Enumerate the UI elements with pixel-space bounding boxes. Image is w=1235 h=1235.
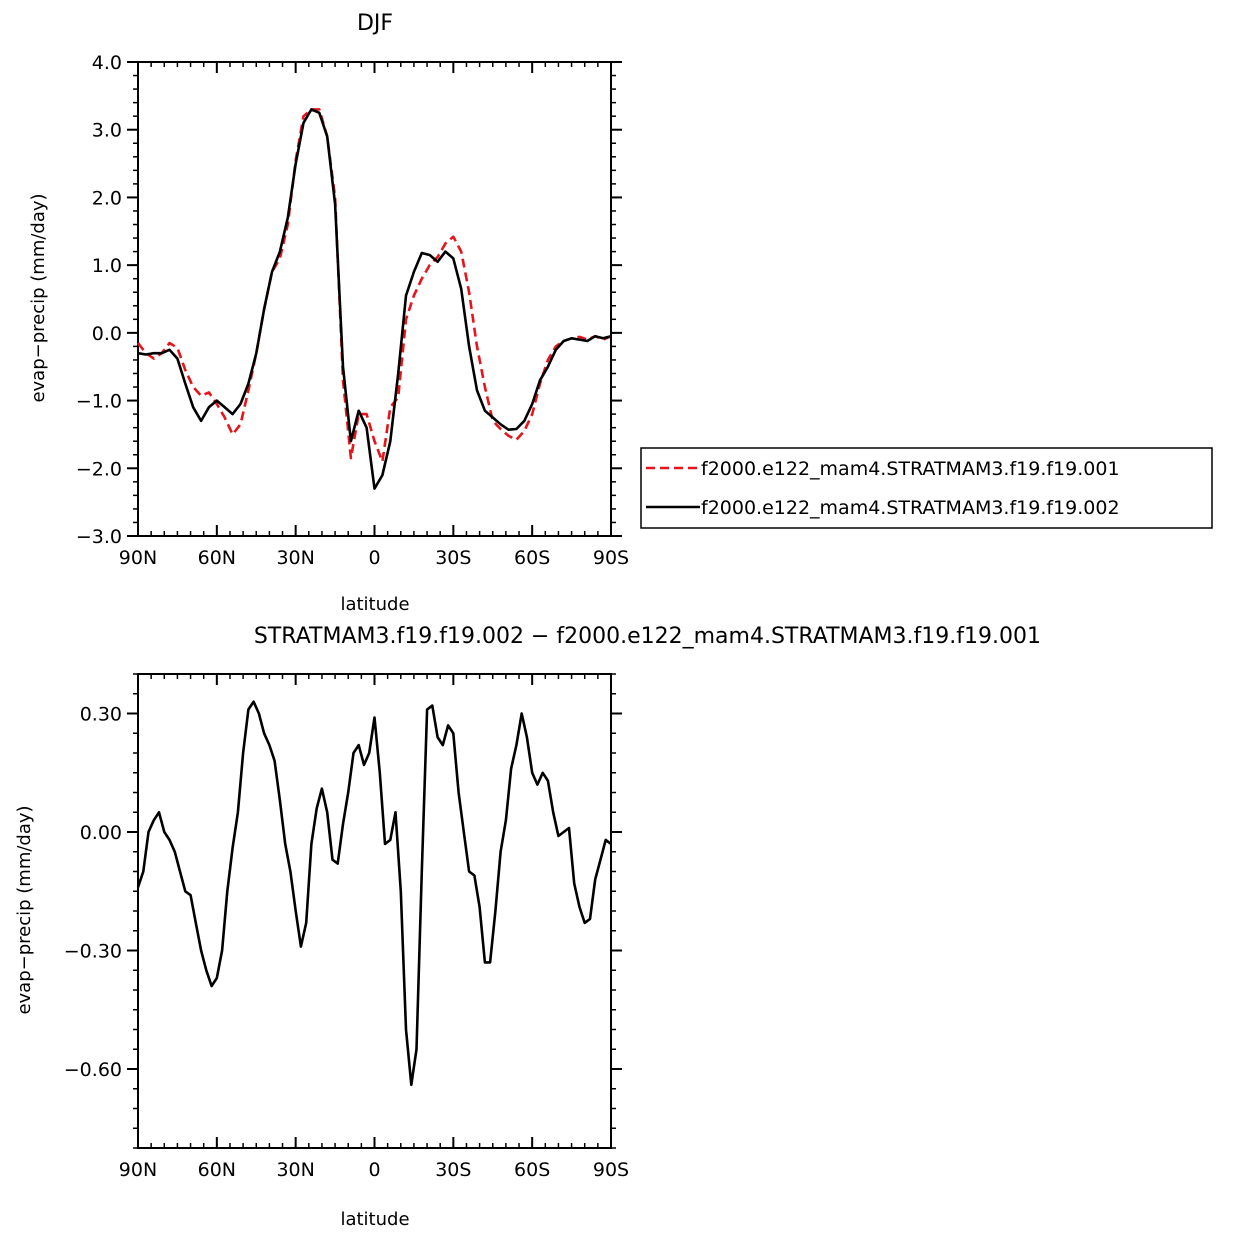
djf-series-line-1 bbox=[136, 108, 612, 463]
difference-y-tick-label: −0.60 bbox=[64, 1059, 122, 1081]
difference-y-axis-label: evap−precip (mm/day) bbox=[14, 805, 35, 1014]
djf-y-tick-label: −1.0 bbox=[76, 391, 122, 413]
legend-box bbox=[640, 447, 1213, 529]
djf-y-tick-label: −2.0 bbox=[76, 458, 122, 480]
djf-x-tick-label: 30N bbox=[276, 547, 314, 569]
djf-x-tick-label: 0 bbox=[368, 547, 380, 569]
djf-y-axis-label: evap−precip (mm/day) bbox=[28, 193, 49, 402]
djf-title: DJF bbox=[357, 11, 393, 36]
djf-y-tick-label: 1.0 bbox=[92, 255, 122, 277]
djf-plot-frame bbox=[137, 61, 612, 537]
djf-x-tick-label: 90S bbox=[593, 547, 629, 569]
difference-x-tick-label: 90S bbox=[593, 1159, 629, 1181]
difference-axes: 90N 60N 30N 0 30S 60S 90S 0.30 0.00 −0.30 −0.60 bbox=[64, 673, 629, 1181]
djf-x-tick-label: 60N bbox=[198, 547, 236, 569]
djf-x-axis-label: latitude bbox=[340, 594, 409, 615]
djf-series-line-2 bbox=[137, 108, 612, 490]
difference-y-tick-label: 0.00 bbox=[80, 822, 122, 844]
djf-panel: DJF 90N 60N 30N 0 30S 60S 90S 4.0 3.0 2.0 1.0 0.0 −1… bbox=[28, 11, 1213, 615]
djf-y-tick-label: 0.0 bbox=[92, 323, 122, 345]
djf-y-tick-label: −3.0 bbox=[76, 526, 122, 548]
djf-y-tick-label: 3.0 bbox=[92, 120, 122, 142]
difference-x-tick-label: 30N bbox=[276, 1159, 314, 1181]
difference-title: STRATMAM3.f19.f19.002 − f2000.e122_mam4.… bbox=[254, 624, 1041, 649]
difference-series-line-1 bbox=[136, 700, 612, 1087]
difference-x-tick-label: 60N bbox=[198, 1159, 236, 1181]
difference-x-axis-label: latitude bbox=[340, 1209, 409, 1230]
djf-x-tick-label: 90N bbox=[119, 547, 157, 569]
legend-label-series-001: f2000.e122_mam4.STRATMAM3.f19.f19.001 bbox=[701, 458, 1120, 480]
difference-x-tick-label: 30S bbox=[435, 1159, 471, 1181]
difference-panel: STRATMAM3.f19.f19.002 − f2000.e122_mam4.… bbox=[14, 624, 1041, 1230]
djf-x-tick-label: 60S bbox=[514, 547, 550, 569]
difference-x-tick-label: 60S bbox=[514, 1159, 550, 1181]
djf-y-tick-label: 2.0 bbox=[92, 187, 122, 209]
djf-x-tick-label: 30S bbox=[435, 547, 471, 569]
difference-plot-frame bbox=[137, 673, 612, 1149]
difference-y-tick-label: 0.30 bbox=[80, 704, 122, 726]
difference-x-tick-label: 0 bbox=[368, 1159, 380, 1181]
djf-legend: f2000.e122_mam4.STRATMAM3.f19.f19.001 f2… bbox=[640, 447, 1213, 529]
djf-y-tick-label: 4.0 bbox=[92, 52, 122, 74]
difference-x-tick-label: 90N bbox=[119, 1159, 157, 1181]
djf-axes: 90N 60N 30N 0 30S 60S 90S 4.0 3.0 2.0 1.0 0.0 −1.0 −2… bbox=[76, 52, 629, 569]
difference-y-tick-label: −0.30 bbox=[64, 941, 122, 963]
legend-label-series-002: f2000.e122_mam4.STRATMAM3.f19.f19.002 bbox=[701, 497, 1120, 519]
